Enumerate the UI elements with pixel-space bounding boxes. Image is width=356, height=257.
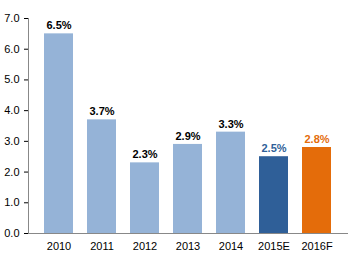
svg-text:2016F: 2016F: [301, 240, 332, 252]
svg-text:2011: 2011: [90, 240, 114, 252]
svg-text:3.7%: 3.7%: [89, 105, 114, 117]
svg-text:2013: 2013: [176, 240, 200, 252]
svg-text:6.0: 6.0: [4, 43, 19, 55]
svg-text:2.0: 2.0: [4, 166, 19, 178]
svg-text:3.0: 3.0: [4, 135, 19, 147]
svg-text:2.5%: 2.5%: [261, 142, 286, 154]
svg-text:1.0: 1.0: [4, 196, 19, 208]
svg-text:2014: 2014: [219, 240, 243, 252]
svg-text:7.0: 7.0: [4, 12, 19, 24]
svg-text:5.0: 5.0: [4, 73, 19, 85]
svg-text:0.0: 0.0: [4, 227, 19, 239]
svg-text:2015E: 2015E: [258, 240, 290, 252]
svg-text:4.0: 4.0: [4, 104, 19, 116]
svg-text:3.3%: 3.3%: [218, 118, 243, 130]
svg-text:2012: 2012: [133, 240, 157, 252]
svg-text:2.3%: 2.3%: [132, 148, 157, 160]
svg-text:2.9%: 2.9%: [175, 130, 200, 142]
svg-text:2010: 2010: [47, 240, 71, 252]
svg-text:6.5%: 6.5%: [46, 19, 71, 31]
svg-text:2.8%: 2.8%: [304, 133, 329, 145]
